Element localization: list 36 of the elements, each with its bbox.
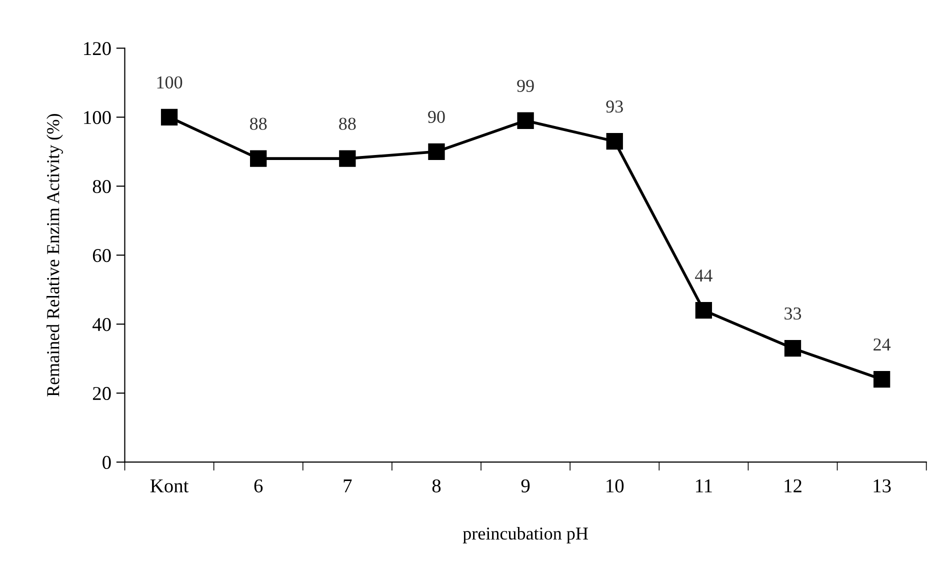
x-axis-title: preincubation pH — [462, 526, 588, 544]
point — [873, 370, 890, 388]
data-label: 33 — [784, 307, 802, 320]
x-tick-label: 7 — [344, 480, 352, 492]
point — [606, 132, 623, 150]
point — [339, 150, 356, 167]
x-tick-label: 13 — [874, 479, 891, 492]
y-tick-label: 20 — [92, 386, 111, 400]
data-label: 99 — [517, 80, 534, 92]
data-label: 93 — [606, 100, 623, 113]
data-label: 88 — [339, 118, 356, 130]
point — [160, 108, 178, 126]
y-tick-label: 0 — [102, 456, 111, 470]
y-axis-title: Remained Relative Enzim Activity (%) — [46, 114, 63, 397]
point — [784, 340, 802, 357]
x-tick-label: 9 — [521, 479, 530, 492]
point — [517, 112, 534, 129]
y-tick-label: 120 — [84, 42, 111, 56]
data-label: 24 — [874, 338, 891, 350]
y-tick-label: 40 — [92, 318, 111, 332]
x-tick-label: 8 — [432, 479, 441, 492]
data-label: 100 — [157, 76, 182, 89]
x-tick-label: 12 — [784, 479, 802, 492]
x-tick-label: 10 — [606, 479, 624, 492]
x-tick-label: Kont — [150, 480, 189, 492]
point — [428, 143, 445, 160]
x-tick-label: 6 — [254, 479, 263, 492]
data-label: 90 — [428, 110, 445, 124]
point — [250, 150, 267, 167]
y-tick-label: 60 — [92, 248, 111, 262]
x-tick-label: 11 — [696, 479, 712, 492]
data-label: 88 — [250, 118, 267, 130]
point — [695, 302, 712, 319]
y-tick-label: 100 — [84, 110, 111, 124]
y-tick-label: 80 — [92, 180, 111, 194]
data-label: 44 — [695, 270, 712, 282]
